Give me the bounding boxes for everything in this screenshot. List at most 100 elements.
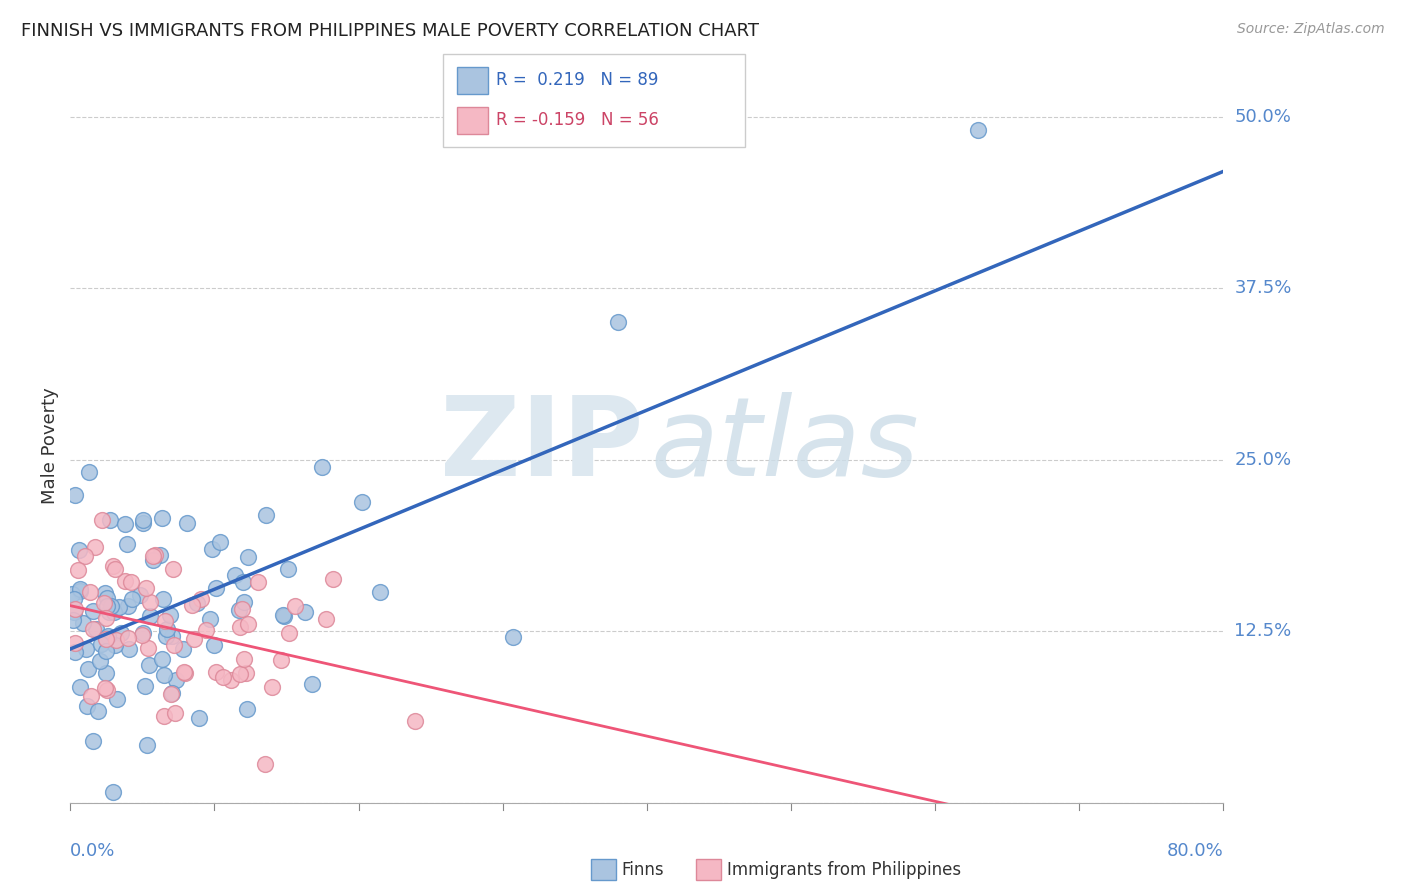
Point (284, 599, 307, 614)
Point (260, 680, 283, 694)
Point (108, 599, 131, 614)
Point (150, 651, 173, 665)
Point (103, 562, 125, 576)
Point (63, 636, 86, 650)
Point (174, 666, 197, 681)
Point (190, 591, 212, 606)
Point (142, 553, 165, 567)
Point (132, 626, 155, 640)
Point (607, 316, 630, 330)
Point (160, 687, 183, 701)
Point (142, 549, 165, 563)
Point (236, 616, 259, 631)
Point (69, 680, 91, 694)
Point (97, 629, 120, 643)
Point (77, 662, 100, 676)
Text: Immigrants from Philippines: Immigrants from Philippines (727, 861, 962, 879)
Point (176, 516, 198, 530)
Text: ZIP: ZIP (440, 392, 644, 500)
Point (89, 654, 111, 668)
Point (301, 677, 323, 691)
Point (228, 603, 250, 617)
Text: 80.0%: 80.0% (1167, 842, 1223, 860)
Point (82, 734, 104, 748)
Point (254, 508, 277, 522)
Point (163, 638, 186, 652)
Point (278, 626, 301, 640)
Point (63, 592, 86, 607)
Point (87, 704, 110, 718)
Point (132, 513, 155, 527)
Text: 50.0%: 50.0% (1234, 108, 1291, 126)
Point (117, 631, 139, 645)
Text: Finns: Finns (621, 861, 664, 879)
Point (60, 587, 83, 601)
Point (404, 714, 426, 729)
Point (138, 657, 160, 672)
Point (232, 595, 254, 609)
Point (63, 645, 86, 659)
Point (69, 582, 91, 596)
Point (205, 665, 228, 679)
Text: 0.0%: 0.0% (70, 842, 115, 860)
Point (114, 574, 136, 589)
Point (98, 513, 121, 527)
Point (110, 625, 132, 640)
Point (79, 689, 101, 703)
Text: 25.0%: 25.0% (1234, 450, 1292, 468)
Point (212, 670, 235, 684)
Point (100, 599, 122, 614)
Point (967, 123, 990, 137)
Point (67, 563, 90, 577)
Point (229, 666, 252, 681)
Point (153, 709, 176, 723)
Point (76, 699, 98, 714)
Point (204, 638, 226, 652)
Point (204, 581, 226, 595)
Point (231, 601, 253, 615)
Point (63, 605, 86, 619)
Point (173, 665, 195, 680)
Text: R =  0.219   N = 89: R = 0.219 N = 89 (496, 71, 658, 89)
Point (165, 673, 187, 687)
Point (201, 542, 224, 557)
Point (79, 585, 101, 599)
Text: 12.5%: 12.5% (1234, 623, 1292, 640)
Point (94, 666, 117, 681)
Point (94, 586, 117, 600)
Point (183, 632, 205, 647)
Point (224, 567, 246, 582)
Point (93, 596, 115, 610)
Point (156, 622, 179, 636)
Point (247, 574, 270, 589)
Point (94, 632, 117, 646)
Point (188, 711, 211, 725)
Point (277, 561, 299, 575)
Point (73, 549, 96, 563)
Point (155, 614, 177, 628)
Point (198, 612, 221, 626)
Point (77, 465, 100, 479)
Text: 37.5%: 37.5% (1234, 279, 1292, 297)
Point (93, 681, 115, 695)
Point (117, 599, 139, 613)
Point (96, 644, 118, 658)
Point (254, 757, 277, 772)
Point (368, 585, 391, 599)
Point (165, 706, 187, 720)
Point (152, 591, 174, 606)
Point (120, 574, 142, 589)
Point (82, 604, 104, 618)
Point (315, 612, 337, 626)
Point (232, 574, 254, 589)
Point (132, 516, 155, 530)
Point (72, 616, 94, 631)
Point (139, 595, 162, 609)
Point (69, 584, 91, 599)
Point (180, 599, 202, 613)
Point (271, 607, 294, 622)
Point (209, 535, 232, 549)
Point (155, 629, 177, 643)
Point (273, 609, 295, 624)
Point (153, 668, 176, 682)
